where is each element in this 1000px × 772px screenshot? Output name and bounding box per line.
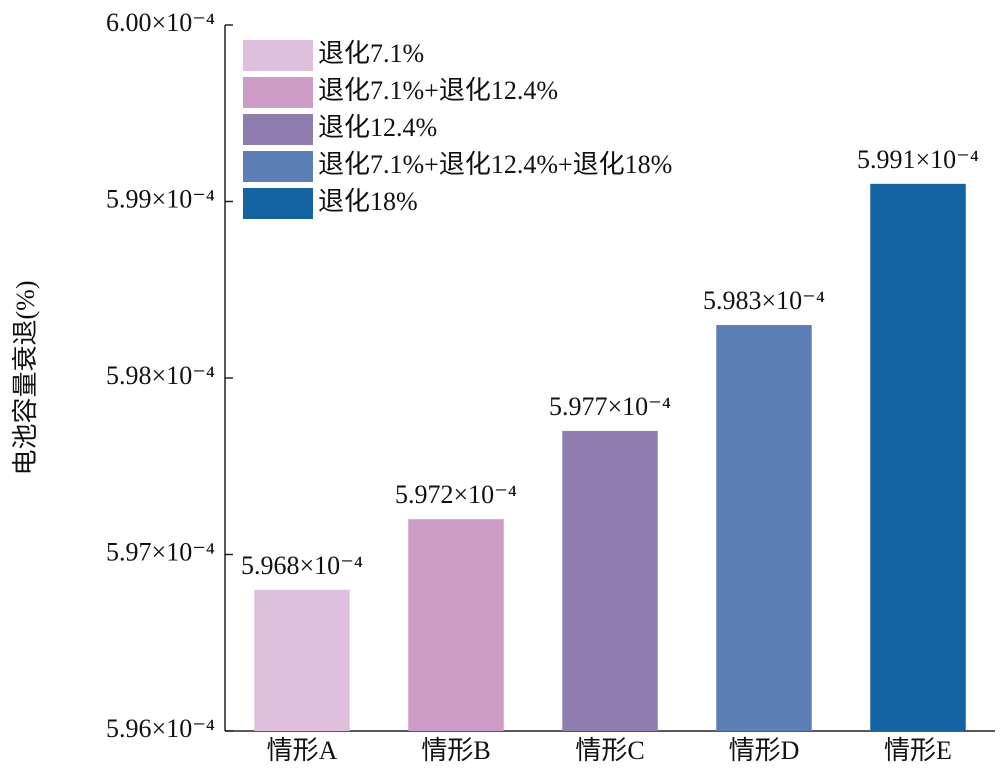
- y-tick-label: 5.99×10⁻⁴: [106, 184, 215, 213]
- value-label: 5.983×10⁻⁴: [703, 286, 825, 315]
- bar: [870, 183, 966, 732]
- bar: [562, 430, 658, 731]
- y-tick-label: 5.97×10⁻⁴: [106, 537, 215, 566]
- legend-label: 退化18%: [318, 187, 418, 216]
- y-tick-label: 6.00×10⁻⁴: [106, 8, 215, 37]
- bar: [408, 519, 504, 731]
- x-tick-label: 情形A: [267, 736, 338, 765]
- legend-swatch: [243, 188, 313, 219]
- y-tick-label: 5.96×10⁻⁴: [106, 714, 215, 743]
- bar: [254, 589, 350, 731]
- value-label: 5.977×10⁻⁴: [549, 392, 671, 421]
- legend-swatch: [243, 151, 313, 182]
- y-tick-label: 5.98×10⁻⁴: [106, 361, 215, 390]
- value-label: 5.968×10⁻⁴: [241, 551, 363, 580]
- legend-label: 退化12.4%: [318, 113, 437, 142]
- legend-swatch: [243, 114, 313, 145]
- value-label: 5.991×10⁻⁴: [857, 145, 979, 174]
- value-label: 5.972×10⁻⁴: [395, 480, 517, 509]
- x-tick-label: 情形C: [575, 736, 644, 765]
- legend-swatch: [243, 77, 313, 108]
- legend-label: 退化7.1%+退化12.4%+退化18%: [318, 150, 672, 179]
- bar: [716, 325, 812, 731]
- x-tick-label: 情形D: [729, 736, 800, 765]
- y-axis-label: 电池容量衰退(%): [11, 281, 40, 476]
- legend-swatch: [243, 40, 313, 71]
- legend-label: 退化7.1%+退化12.4%: [318, 76, 558, 105]
- x-tick-label: 情形B: [421, 736, 490, 765]
- legend-label: 退化7.1%: [318, 39, 424, 68]
- x-tick-label: 情形E: [884, 736, 952, 765]
